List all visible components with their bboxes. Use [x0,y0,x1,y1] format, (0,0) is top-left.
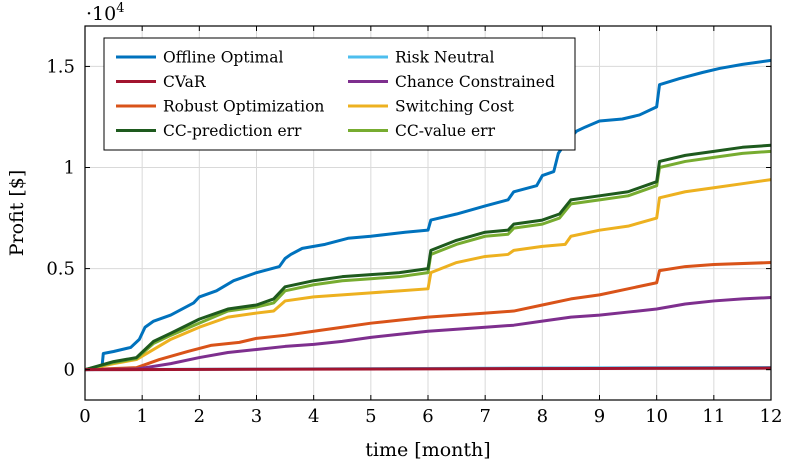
legend-label-risk-neutral: Risk Neutral [395,49,494,67]
series-layer [84,58,772,372]
x-axis-label: time [month] [365,439,490,461]
x-tick-label: 5 [365,406,376,427]
legend: Offline Optimal Risk Neutral CVaR Chance Co… [103,37,576,151]
legend-label-cc-prediction-err: CC-prediction err [163,122,302,140]
y-axis-multiplier: ·104 [86,1,125,25]
series-line-switching-cost [84,178,772,372]
series-line-cc-prediction-err [84,143,772,372]
series-line-chance-constrained [84,296,772,372]
legend-label-cc-value-err: CC-value err [395,122,496,140]
y-axis-multiplier-exponent: 4 [116,1,124,16]
x-tick-label: 11 [702,406,725,427]
x-tick-label: 0 [79,406,90,427]
x-tick-label: 12 [760,406,783,427]
y-tick-label: 0 [64,360,75,381]
x-tick-label: 10 [645,406,668,427]
y-tick-label: 0.5 [46,259,75,280]
legend-label-cvar: CVaR [163,73,207,91]
x-tick-label: 6 [422,406,433,427]
legend-label-robust-optimization: Robust Optimization [163,98,324,116]
series-line-cvar [84,366,772,372]
x-tick-label: 4 [308,406,319,427]
y-axis-label: Profit [$] [6,170,28,257]
x-tick-label: 8 [537,406,548,427]
series-line-robust-optimization [84,261,772,372]
x-tick-label: 7 [479,406,490,427]
legend-label-chance-constrained: Chance Constrained [395,73,555,91]
legend-label-switching-cost: Switching Cost [395,98,515,116]
x-tick-label: 2 [194,406,205,427]
legend-label-offline-optimal: Offline Optimal [163,49,283,67]
x-tick-label: 1 [136,406,147,427]
x-tick-label: 3 [251,406,262,427]
y-tick-label: 1 [64,158,75,179]
y-tick-label: 1.5 [46,56,75,77]
x-tick-label: 9 [594,406,605,427]
legend-box [103,37,576,151]
series-line-offline-optimal [84,58,772,372]
y-axis-multiplier-base: ·10 [86,3,116,25]
